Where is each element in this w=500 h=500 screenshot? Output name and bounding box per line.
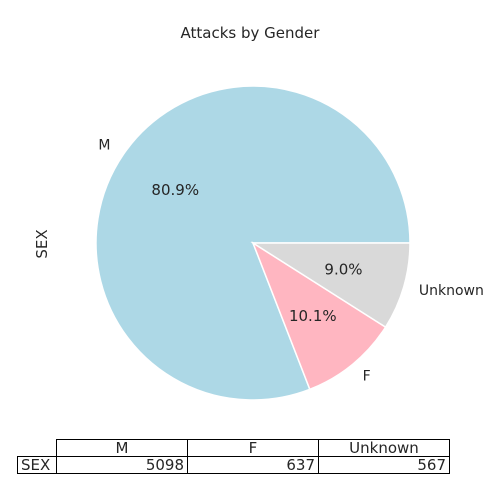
- pie-percent-label-unknown: 9.0%: [324, 260, 362, 278]
- table-col-header-f: F: [187, 439, 319, 457]
- table-cell-unknown: 567: [318, 456, 450, 474]
- pie-category-label-f: F: [363, 368, 371, 384]
- pie-category-label-unknown: Unknown: [419, 283, 484, 299]
- table-row-header: SEX: [17, 456, 57, 474]
- table-row: SEX 5098 637 567: [17, 456, 450, 474]
- pie-slice-f: [251, 241, 387, 391]
- table-cell-f: 637: [187, 456, 319, 474]
- pie-slice-unknown: [250, 242, 411, 329]
- table-col-header-m: M: [56, 439, 188, 457]
- pie-percent-label-m: 80.9%: [151, 181, 199, 199]
- chart-title: Attacks by Gender: [180, 24, 320, 42]
- data-table: M F Unknown SEX 5098 637 567: [17, 439, 450, 474]
- table-cell-m: 5098: [56, 456, 188, 474]
- table-col-header-unknown: Unknown: [318, 439, 450, 457]
- pie-percent-label-f: 10.1%: [289, 307, 337, 325]
- pie-category-label-m: M: [98, 137, 110, 153]
- table-header-row: M F Unknown: [18, 439, 450, 457]
- table-corner-cell: [18, 440, 57, 457]
- pie-chart: 80.9% M 10.1% F 9.0% Unknown: [95, 85, 484, 401]
